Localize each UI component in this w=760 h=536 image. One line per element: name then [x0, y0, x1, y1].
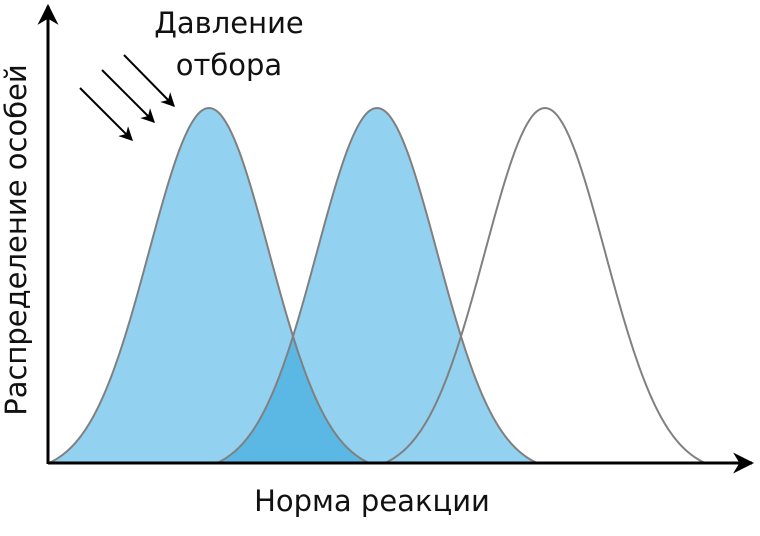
x-axis-label: Норма реакции: [254, 484, 490, 518]
distribution-curve: [48, 106, 370, 464]
pressure-arrow: [79, 87, 133, 141]
pressure-arrow: [101, 69, 155, 123]
distribution-curve: [384, 106, 706, 464]
overlap-region: [217, 336, 369, 463]
distribution-curve: [216, 106, 538, 464]
distribution-curves: [48, 106, 706, 464]
pressure-label-line1: Давление: [154, 6, 304, 40]
y-axis-label: Распределение особей: [0, 64, 33, 416]
pressure-arrow: [123, 54, 175, 107]
pressure-label-line2: отбора: [176, 48, 282, 82]
selection-pressure-arrows: [79, 54, 175, 141]
